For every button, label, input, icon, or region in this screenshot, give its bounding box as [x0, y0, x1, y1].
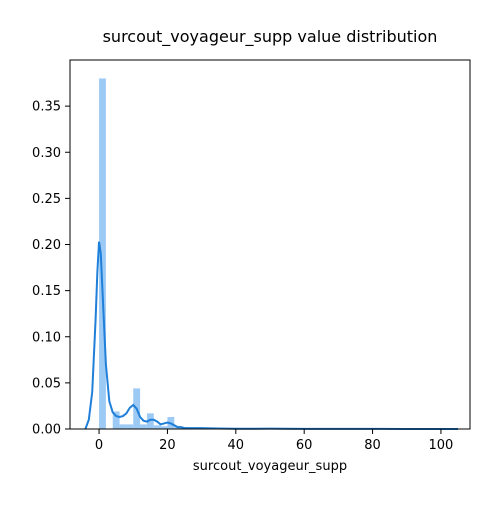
y-tick-label: 0.00	[32, 423, 61, 438]
x-tick-label: 0	[95, 438, 103, 453]
histogram-bar	[160, 426, 168, 429]
x-tick-label: 20	[159, 438, 176, 453]
x-tick-label: 100	[429, 438, 454, 453]
y-tick-label: 0.10	[32, 330, 61, 345]
histogram-bar	[140, 424, 147, 429]
y-tick-label: 0.30	[32, 146, 61, 161]
x-tick-label: 80	[364, 438, 381, 453]
histogram-bar	[146, 413, 154, 429]
y-tick-label: 0.15	[32, 284, 61, 299]
y-tick-label: 0.25	[32, 192, 61, 207]
y-axis-ticks: 0.00 0.05 0.10 0.15 0.20 0.25 0.30 0.35	[32, 100, 70, 438]
histogram-bar	[112, 411, 120, 429]
x-axis-label: surcout_voyageur_supp	[193, 459, 347, 474]
histogram-bar	[99, 78, 106, 429]
histogram-bar	[153, 425, 161, 429]
y-tick-label: 0.35	[32, 100, 61, 115]
histogram-bar	[119, 424, 127, 429]
histogram-bar	[126, 424, 134, 429]
chart-title: surcout_voyageur_supp value distribution	[103, 27, 438, 47]
x-tick-label: 40	[228, 438, 245, 453]
y-tick-label: 0.20	[32, 238, 61, 253]
x-axis-ticks: 0 20 40 60 80 100	[95, 429, 453, 453]
y-tick-label: 0.05	[32, 376, 61, 391]
x-tick-label: 60	[296, 438, 313, 453]
